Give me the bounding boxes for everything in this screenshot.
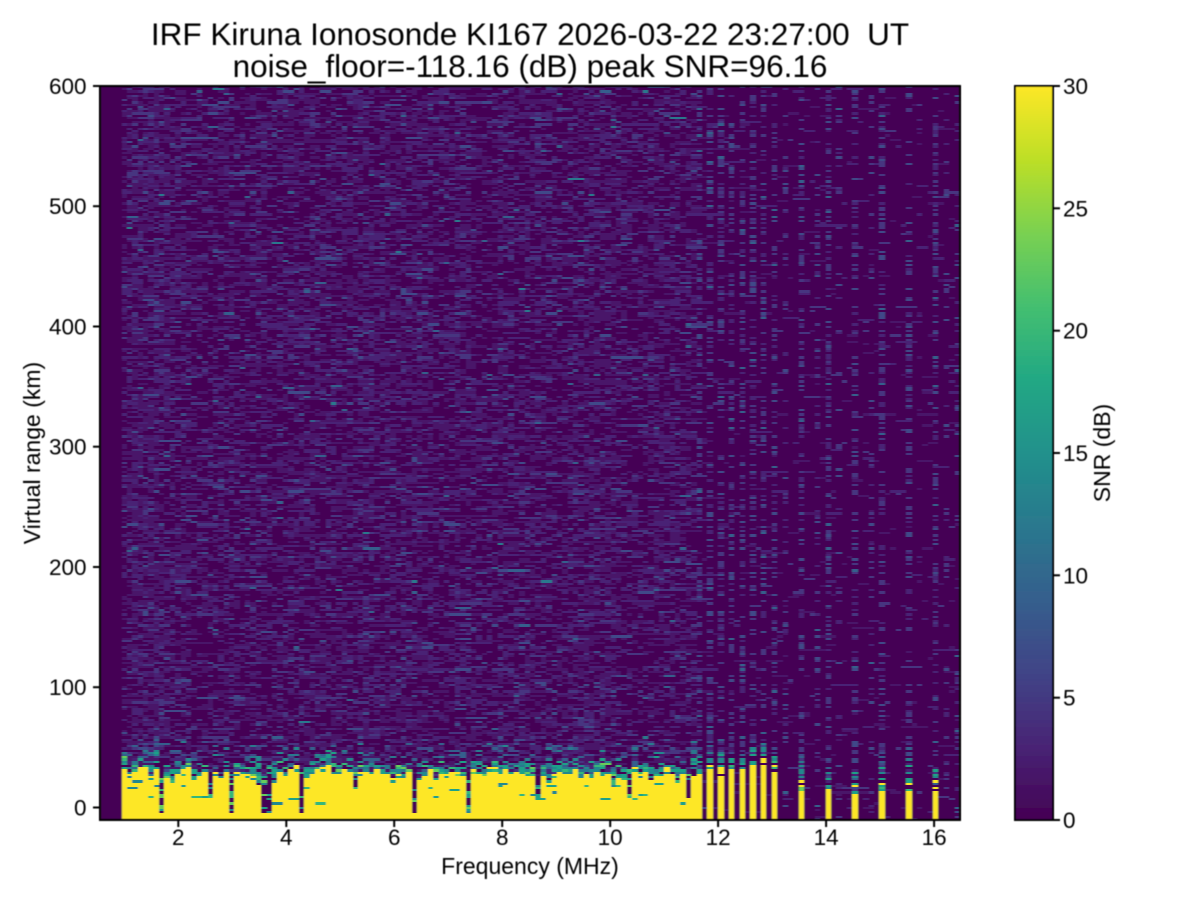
svg-text:200: 200 xyxy=(49,555,87,580)
svg-text:400: 400 xyxy=(49,315,87,340)
svg-text:noise_floor=-118.16 (dB) peak: noise_floor=-118.16 (dB) peak SNR=96.16 xyxy=(233,48,828,84)
svg-text:14: 14 xyxy=(814,825,839,850)
svg-text:Virtual range (km): Virtual range (km) xyxy=(19,362,45,544)
svg-text:20: 20 xyxy=(1063,319,1088,344)
svg-text:500: 500 xyxy=(49,194,87,219)
svg-text:0: 0 xyxy=(74,796,87,821)
svg-text:8: 8 xyxy=(496,825,509,850)
svg-text:300: 300 xyxy=(49,435,87,460)
svg-text:30: 30 xyxy=(1063,74,1088,99)
svg-text:6: 6 xyxy=(388,825,401,850)
svg-text:5: 5 xyxy=(1063,686,1076,711)
svg-text:10: 10 xyxy=(598,825,623,850)
svg-text:SNR (dB): SNR (dB) xyxy=(1089,404,1115,502)
svg-text:4: 4 xyxy=(280,825,293,850)
svg-text:16: 16 xyxy=(922,825,947,850)
svg-text:600: 600 xyxy=(49,74,87,99)
svg-text:0: 0 xyxy=(1063,808,1076,833)
svg-text:100: 100 xyxy=(49,675,87,700)
svg-text:2: 2 xyxy=(172,825,185,850)
svg-text:Frequency (MHz): Frequency (MHz) xyxy=(441,853,619,879)
svg-text:10: 10 xyxy=(1063,563,1088,588)
svg-text:12: 12 xyxy=(706,825,731,850)
svg-text:25: 25 xyxy=(1063,196,1088,221)
svg-text:IRF Kiruna Ionosonde KI167 202: IRF Kiruna Ionosonde KI167 2026-03-22 23… xyxy=(151,16,909,52)
svg-text:15: 15 xyxy=(1063,441,1088,466)
